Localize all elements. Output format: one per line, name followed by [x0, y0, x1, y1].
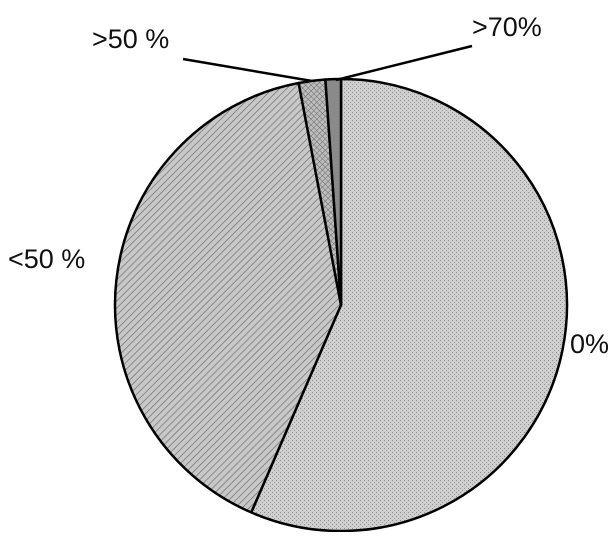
slice-label-0: 0% — [570, 329, 609, 359]
pie-slices — [113, 77, 569, 533]
leader-line-3 — [335, 44, 473, 82]
slice-label-3: >70% — [472, 12, 542, 42]
pie-slice-1 — [113, 81, 343, 514]
leader-lines — [182, 44, 473, 83]
slice-label-2: >50 % — [92, 24, 169, 54]
pie-slice-0 — [249, 77, 569, 533]
slice-labels: 0% <50 % >50 % >70% — [8, 12, 609, 359]
leader-line-2 — [182, 57, 313, 83]
slice-label-1: <50 % — [8, 244, 85, 274]
